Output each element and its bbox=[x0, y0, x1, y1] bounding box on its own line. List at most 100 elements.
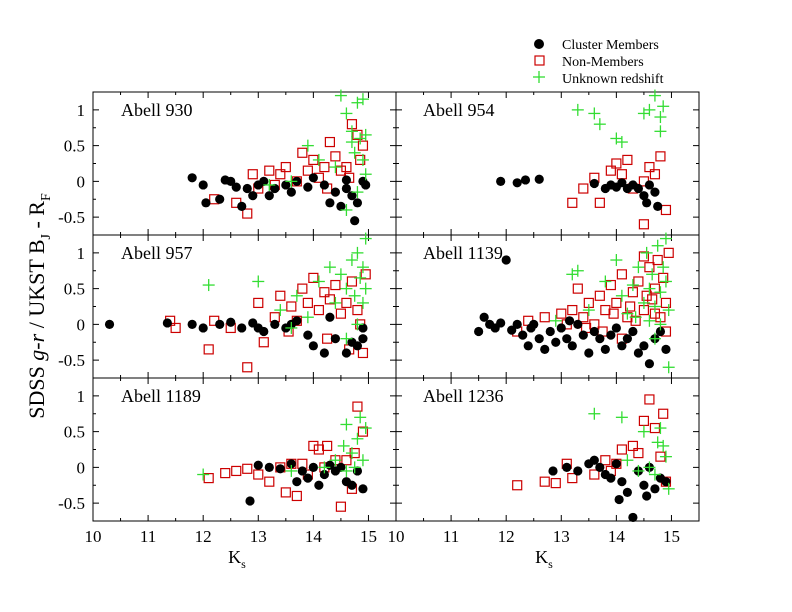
x-tick-label: 15 bbox=[663, 527, 680, 546]
legend-label-unknown: Unknown redshift bbox=[562, 72, 664, 87]
point-member bbox=[518, 330, 528, 340]
point-unknown bbox=[351, 186, 364, 199]
point-unknown bbox=[654, 286, 667, 299]
point-member bbox=[270, 319, 280, 329]
point-unknown bbox=[643, 314, 656, 327]
point-nonmember bbox=[550, 478, 561, 489]
point-member bbox=[253, 323, 263, 333]
point-member bbox=[545, 326, 555, 337]
point-unknown bbox=[290, 289, 303, 302]
point-unknown bbox=[610, 254, 623, 267]
y-tick-label: -0.5 bbox=[58, 494, 85, 513]
point-member bbox=[496, 318, 506, 328]
point-member bbox=[201, 198, 211, 208]
point-member bbox=[633, 348, 644, 358]
point-unknown bbox=[637, 296, 650, 309]
point-unknown bbox=[354, 271, 367, 284]
legend-label-members: Cluster Members bbox=[562, 38, 659, 53]
panel-6: 10 11 12 13 14 15 Abell 1236 bbox=[388, 377, 700, 546]
x-tick-label: 10 bbox=[388, 527, 405, 546]
point-nonmember bbox=[627, 440, 638, 452]
point-nonmember bbox=[616, 444, 627, 455]
point-unknown bbox=[648, 468, 661, 481]
point-unknown bbox=[621, 307, 634, 320]
point-unknown bbox=[549, 314, 562, 327]
point-member bbox=[303, 330, 313, 340]
point-unknown bbox=[356, 261, 369, 274]
point-nonmember bbox=[638, 219, 650, 230]
point-nonmember bbox=[539, 312, 550, 323]
point-nonmember bbox=[322, 333, 333, 344]
point-nonmember bbox=[644, 262, 655, 273]
point-unknown bbox=[356, 93, 369, 106]
point-nonmember bbox=[203, 473, 214, 484]
point-unknown bbox=[301, 311, 314, 324]
point-member bbox=[573, 319, 583, 329]
point-member bbox=[644, 359, 655, 369]
point-nonmember bbox=[302, 297, 313, 309]
point-nonmember bbox=[638, 415, 650, 426]
point-nonmember bbox=[341, 455, 352, 466]
point-member bbox=[347, 191, 357, 201]
point-unknown bbox=[285, 175, 298, 188]
point-member bbox=[281, 180, 291, 190]
point-nonmember bbox=[611, 297, 622, 309]
point-member bbox=[292, 477, 302, 487]
point-member bbox=[540, 344, 550, 354]
point-member bbox=[319, 348, 329, 358]
point-unknown bbox=[621, 454, 634, 467]
point-unknown bbox=[582, 304, 595, 317]
point-member bbox=[650, 484, 660, 494]
point-unknown bbox=[340, 107, 353, 120]
point-nonmember bbox=[313, 444, 324, 455]
point-member bbox=[534, 174, 544, 184]
point-unknown bbox=[648, 300, 661, 313]
legend: Cluster Members Non-Members Unknown reds… bbox=[533, 38, 664, 87]
point-unknown bbox=[329, 296, 342, 309]
point-unknown bbox=[340, 203, 353, 216]
point-member bbox=[215, 194, 225, 204]
point-member bbox=[253, 460, 263, 470]
point-unknown bbox=[359, 128, 372, 141]
point-member bbox=[341, 348, 352, 358]
point-member bbox=[237, 201, 247, 211]
point-nonmember bbox=[253, 297, 264, 309]
point-nonmember bbox=[608, 308, 619, 319]
point-nonmember bbox=[644, 161, 655, 173]
legend-label-nonmembers: Non-Members bbox=[562, 55, 644, 70]
point-member bbox=[474, 326, 484, 337]
point-member bbox=[336, 201, 346, 211]
point-member bbox=[341, 183, 352, 194]
point-unknown bbox=[323, 261, 336, 274]
point-member bbox=[614, 494, 624, 505]
point-member bbox=[633, 183, 644, 194]
y-tick-label: 0 bbox=[77, 172, 86, 191]
point-nonmember bbox=[616, 169, 627, 180]
point-nonmember bbox=[622, 154, 633, 166]
point-nonmember bbox=[264, 165, 275, 176]
point-member bbox=[617, 477, 627, 487]
point-unknown bbox=[202, 279, 215, 292]
point-member bbox=[520, 175, 531, 185]
point-member bbox=[259, 176, 269, 186]
x-tick-label: 10 bbox=[85, 527, 102, 546]
point-member bbox=[215, 319, 225, 329]
point-unknown bbox=[334, 89, 347, 102]
point-nonmember bbox=[660, 204, 672, 216]
point-nonmember bbox=[324, 294, 335, 305]
point-member bbox=[564, 316, 575, 326]
legend-marker-unknown bbox=[533, 71, 545, 83]
point-unknown bbox=[654, 125, 667, 138]
point-member bbox=[264, 462, 274, 472]
point-member bbox=[187, 319, 197, 329]
point-member bbox=[655, 326, 666, 337]
point-member bbox=[642, 491, 652, 501]
y-tick-label: 1 bbox=[77, 387, 86, 406]
point-nonmember bbox=[203, 344, 214, 355]
point-unknown bbox=[588, 107, 601, 120]
point-nonmember bbox=[319, 161, 330, 173]
point-nonmember bbox=[335, 165, 347, 176]
point-nonmember bbox=[253, 469, 264, 480]
point-unknown bbox=[632, 261, 645, 274]
point-nonmember bbox=[644, 394, 655, 405]
